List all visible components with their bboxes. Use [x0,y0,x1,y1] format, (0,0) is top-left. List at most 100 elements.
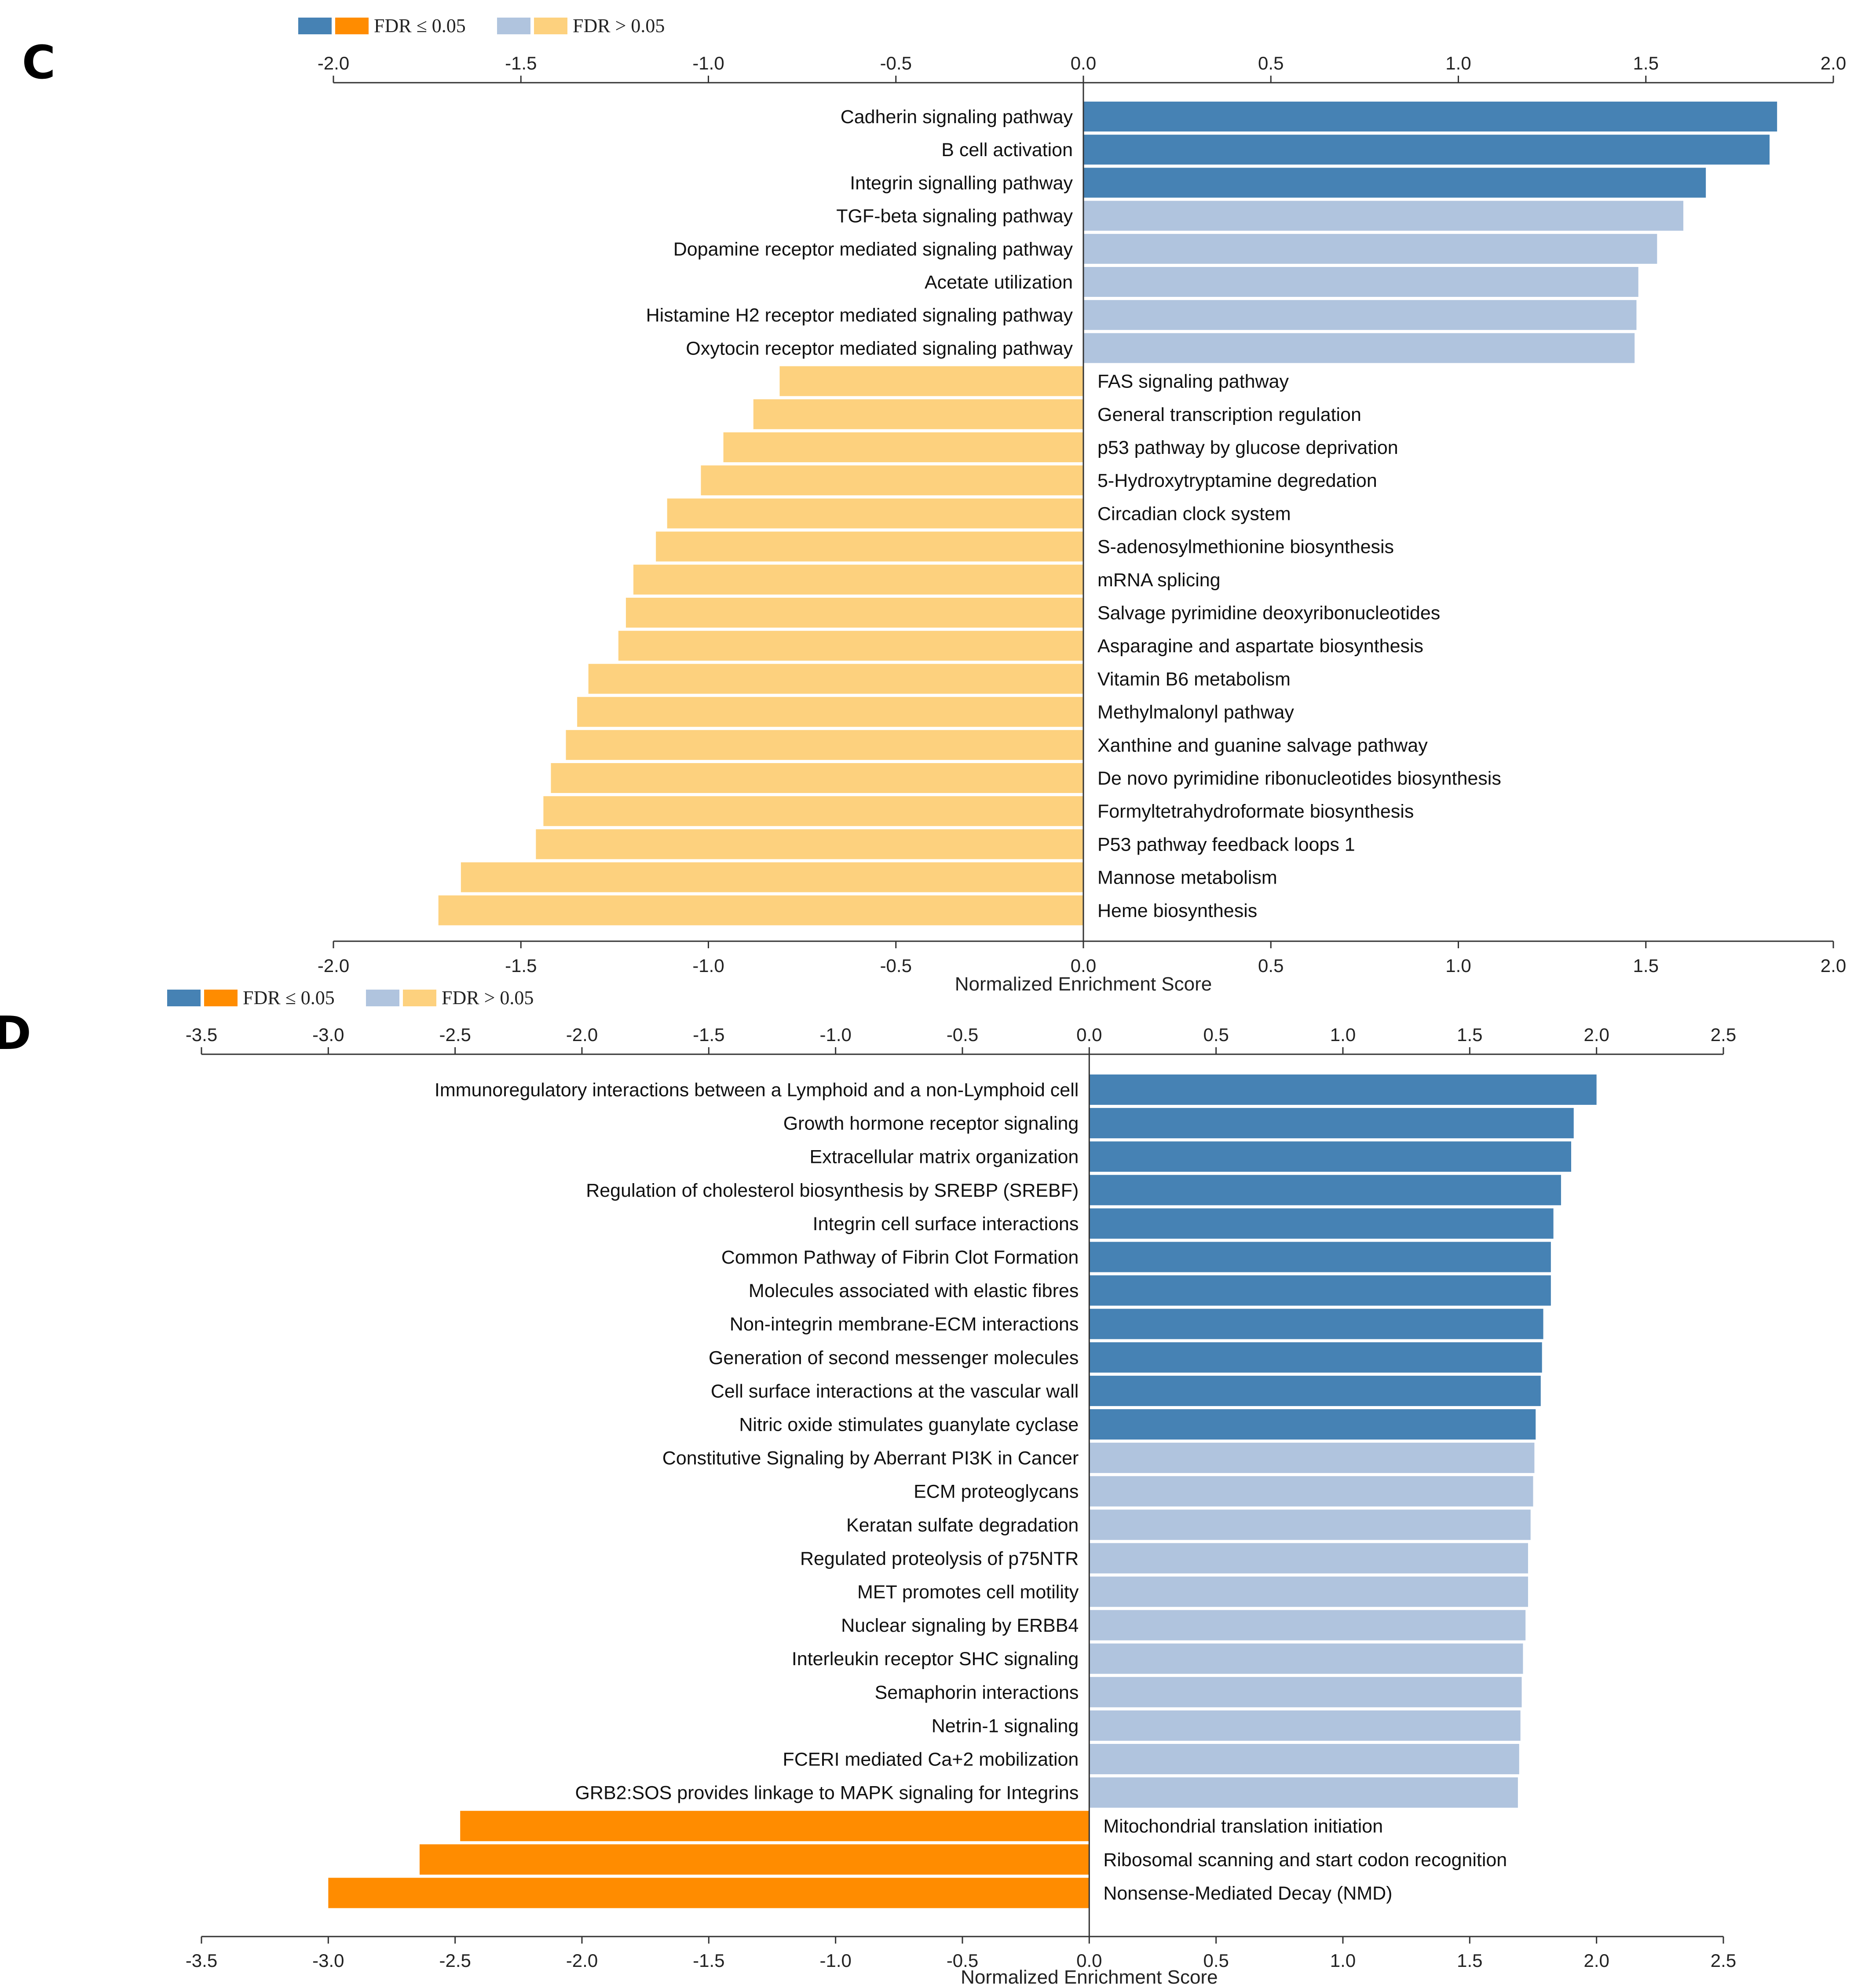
category-label: Molecules associated with elastic fibres [749,1280,1079,1301]
x-tick-label-top: 1.5 [1633,53,1659,73]
bar-molecules-associated-with-elastic-fibres [1089,1275,1551,1306]
x-tick-label-bottom: -1.5 [505,955,537,976]
bar-heme-biosynthesis [438,895,1084,925]
category-label: Acetate utilization [925,272,1073,293]
category-label: Nitric oxide stimulates guanylate cyclas… [739,1414,1079,1436]
bar-ecm-proteoglycans [1089,1476,1533,1507]
x-tick-label-top: 0.0 [1071,53,1096,73]
bar-oxytocin-receptor-mediated-signaling-pathway [1083,333,1635,363]
legend-label-significant: FDR ≤ 0.05 [374,15,466,37]
bar-growth-hormone-receptor-signaling [1089,1108,1574,1139]
category-label: mRNA splicing [1097,570,1221,591]
bar-fceri-mediated-ca-2-mobilization [1089,1744,1519,1774]
x-tick-label-bottom: -1.5 [693,1950,724,1971]
category-label: TGF-beta signaling pathway [836,206,1073,227]
category-label: Oxytocin receptor mediated signaling pat… [686,338,1073,359]
category-label: FCERI mediated Ca+2 mobilization [783,1749,1079,1770]
category-label: B cell activation [941,139,1073,161]
category-label: MET promotes cell motility [857,1582,1079,1603]
x-tick-label-bottom: 2.5 [1711,1950,1736,1971]
bar-ribosomal-scanning-and-start-codon-recognition [419,1844,1090,1875]
bar-asparagine-and-aspartate-biosynthesis [618,631,1083,661]
bar-cadherin-signaling-pathway [1083,102,1777,132]
category-label: Asparagine and aspartate biosynthesis [1097,636,1423,657]
category-label: GRB2:SOS provides linkage to MAPK signal… [575,1783,1079,1804]
category-label: Mannose metabolism [1097,867,1277,888]
category-label: Non-integrin membrane-ECM interactions [730,1314,1079,1335]
x-tick-label-top: -1.0 [692,53,724,73]
bar-5-hydroxytryptamine-degredation [701,465,1083,496]
category-label: P53 pathway feedback loops 1 [1097,834,1355,855]
x-tick-label-bottom: -2.0 [566,1950,598,1971]
bar-p53-pathway-by-glucose-deprivation [723,432,1083,462]
category-label: Integrin signalling pathway [850,172,1073,194]
bar-mannose-metabolism [461,862,1083,892]
x-tick-label-top: -1.5 [693,1024,724,1045]
category-label: Formyltetrahydroformate biosynthesis [1097,801,1414,822]
category-label: Extracellular matrix organization [810,1147,1079,1168]
bar-met-promotes-cell-motility [1089,1576,1528,1607]
category-label: 5-Hydroxytryptamine degredation [1097,470,1377,491]
bar-general-transcription-regulation [753,399,1083,429]
category-label: Constitutive Signaling by Aberrant PI3K … [662,1448,1079,1469]
x-tick-label-bottom: -2.5 [439,1950,471,1971]
x-tick-label-bottom: -0.5 [947,1950,978,1971]
x-axis-title: Normalized Enrichment Score [955,973,1212,995]
bar-salvage-pyrimidine-deoxyribonucleotides [625,598,1083,628]
bar-non-integrin-membrane-ecm-interactions [1089,1308,1543,1339]
bar-cell-surface-interactions-at-the-vascular-wall [1089,1375,1541,1406]
bar-s-adenosylmethionine-biosynthesis [656,531,1083,562]
category-label: Integrin cell surface interactions [813,1213,1079,1235]
bar-de-novo-pyrimidine-ribonucleotides-biosynthesis [551,763,1083,793]
x-tick-label-bottom: -1.0 [819,1950,851,1971]
category-label: Histamine H2 receptor mediated signaling… [646,305,1073,326]
x-tick-label-bottom: 0.0 [1071,955,1096,976]
legend-swatch-neg-ns [403,990,436,1006]
x-tick-label-bottom: 1.5 [1457,1950,1482,1971]
x-tick-label-top: 0.5 [1203,1024,1229,1045]
x-tick-label-top: 1.0 [1445,53,1471,73]
x-axis-title: Normalized Enrichment Score [961,1966,1218,1988]
bar-nonsense-mediated-decay-nmd [328,1878,1090,1908]
bar-regulated-proteolysis-of-p75ntr [1089,1543,1528,1574]
x-tick-label-bottom: -2.0 [318,955,349,976]
bar-xanthine-and-guanine-salvage-pathway [566,730,1083,760]
bar-generation-of-second-messenger-molecules [1089,1342,1542,1373]
category-label: Regulated proteolysis of p75NTR [800,1548,1079,1569]
x-tick-label-top: -2.0 [566,1024,598,1045]
category-label: Mitochondrial translation initiation [1103,1816,1383,1837]
bar-formyltetrahydroformate-biosynthesis [543,796,1083,826]
category-label: Netrin-1 signaling [932,1715,1079,1736]
x-tick-label-top: -0.5 [947,1024,978,1045]
category-label: Nonsense-Mediated Decay (NMD) [1103,1883,1392,1904]
x-tick-label-top: -3.0 [312,1024,344,1045]
bar-grb2-sos-provides-linkage-to-mapk-signaling-for-integrins [1089,1777,1518,1808]
bar-semaphorin-interactions [1089,1677,1522,1707]
x-tick-label-bottom: 2.0 [1583,1950,1609,1971]
x-tick-label-bottom: -1.0 [692,955,724,976]
x-tick-label-bottom: -3.5 [186,1950,217,1971]
x-tick-label-top: -1.0 [819,1024,851,1045]
bar-p53-pathway-feedback-loops-1 [536,829,1083,859]
x-tick-label-top: 2.5 [1711,1024,1736,1045]
x-tick-label-bottom: 0.5 [1203,1950,1229,1971]
category-label: Nuclear signaling by ERBB4 [841,1615,1079,1636]
legend-label-not-significant: FDR > 0.05 [442,987,534,1009]
category-label: Growth hormone receptor signaling [783,1113,1079,1134]
bar-common-pathway-of-fibrin-clot-formation [1089,1242,1551,1272]
x-tick-label-top: 0.5 [1258,53,1284,73]
x-tick-label-top: 2.0 [1583,1024,1609,1045]
category-label: Common Pathway of Fibrin Clot Formation [721,1247,1079,1268]
bar-circadian-clock-system [667,498,1083,529]
legend-label-not-significant: FDR > 0.05 [573,15,665,37]
panel-c-chart: C FDR ≤ 0.05 FDR > 0.05 Cadherin signaling … [22,15,1846,995]
category-label: Generation of second messenger molecules [709,1347,1079,1368]
bar-nuclear-signaling-by-erbb4 [1089,1610,1526,1641]
bar-constitutive-signaling-by-aberrant-pi3k-in-cancer [1089,1443,1535,1473]
bar-nitric-oxide-stimulates-guanylate-cyclase [1089,1409,1536,1440]
x-tick-label-top: 2.0 [1821,53,1846,73]
legend-swatch-pos-ns [497,18,530,34]
category-label: Regulation of cholesterol biosynthesis b… [586,1180,1079,1201]
x-tick-label-bottom: -3.0 [312,1950,344,1971]
